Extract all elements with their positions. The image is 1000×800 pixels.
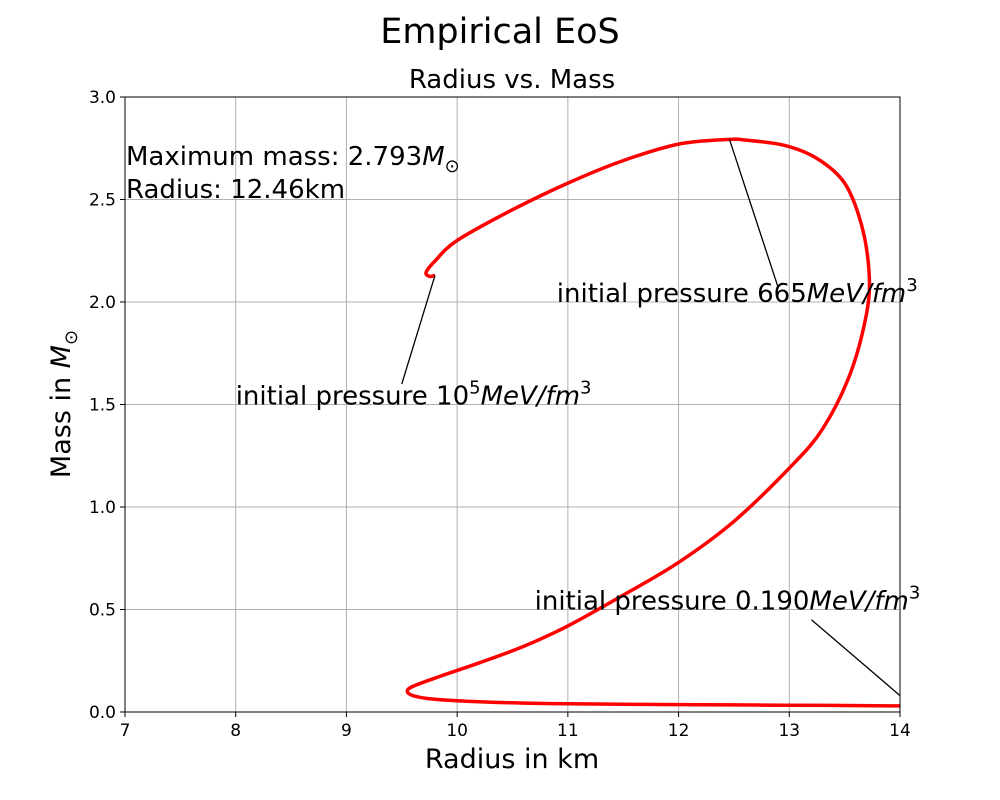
y-tick-label: 1.5 <box>89 396 116 416</box>
y-tick-label: 2.5 <box>89 191 116 211</box>
axis-ticks: 7 8 9 10 11 12 13 14 0.0 0.5 1.0 1.5 2.0 2.5 3.0 <box>89 88 911 741</box>
x-tick-label: 12 <box>668 721 690 741</box>
annotation-units-sup: 3 <box>909 583 920 604</box>
annotation-prefix: initial pressure 10 <box>236 382 469 412</box>
annotation-units: MeV/fm <box>809 587 908 617</box>
y-axis-label-sub: ⊙ <box>61 330 82 345</box>
annotation-label: initial pressure 665MeV/fm3 <box>557 275 918 309</box>
annotation-units: MeV/fm <box>807 279 906 309</box>
annotation-arrow <box>811 619 901 697</box>
annotation-units: MeV/fm <box>481 382 580 412</box>
max-mass-sub: ⊙ <box>445 156 460 177</box>
y-axis-label: Mass in M⊙ <box>46 330 82 478</box>
y-axis-label-text: Mass in <box>46 368 77 478</box>
max-mass-text: Maximum mass: 2.793M⊙ <box>126 142 460 177</box>
x-axis-label: Radius in km <box>425 744 599 775</box>
annotation-units-sup: 3 <box>906 275 917 296</box>
y-axis-label-symbol: M <box>46 345 77 368</box>
annotation-label: initial pressure 0.190MeV/fm3 <box>535 583 921 617</box>
max-mass-label: Maximum mass: 2.793 <box>126 142 422 172</box>
max-radius-text: Radius: 12.46km <box>126 175 345 205</box>
y-tick-label: 1.0 <box>89 498 116 518</box>
annotation-prefix: initial pressure 0.190 <box>535 587 810 617</box>
figure-suptitle: Empirical EoS <box>380 12 620 52</box>
annotation-prefix: initial pressure 665 <box>557 279 807 309</box>
max-mass-symbol: M <box>422 142 444 172</box>
y-tick-label: 0.0 <box>89 703 116 723</box>
annotation-arrow <box>401 275 436 385</box>
y-tick-label: 0.5 <box>89 601 116 621</box>
annotation-prefix-sup: 5 <box>469 378 480 399</box>
series-line-0 <box>405 137 901 708</box>
x-tick-label: 8 <box>230 721 241 741</box>
x-tick-label: 7 <box>120 721 131 741</box>
grid <box>124 96 901 713</box>
x-tick-label: 13 <box>778 721 800 741</box>
annotation-arrow <box>728 139 779 288</box>
y-tick-label: 2.0 <box>89 293 116 313</box>
chart-title: Radius vs. Mass <box>409 65 615 95</box>
x-tick-label: 9 <box>341 721 352 741</box>
x-tick-label: 11 <box>557 721 579 741</box>
mass-radius-curve <box>405 137 901 708</box>
x-tick-label: 10 <box>446 721 468 741</box>
x-tick-label: 14 <box>889 721 911 741</box>
annotation-label: initial pressure 105MeV/fm3 <box>236 378 592 412</box>
y-tick-label: 3.0 <box>89 88 116 108</box>
annotation-units-sup: 3 <box>580 378 591 399</box>
